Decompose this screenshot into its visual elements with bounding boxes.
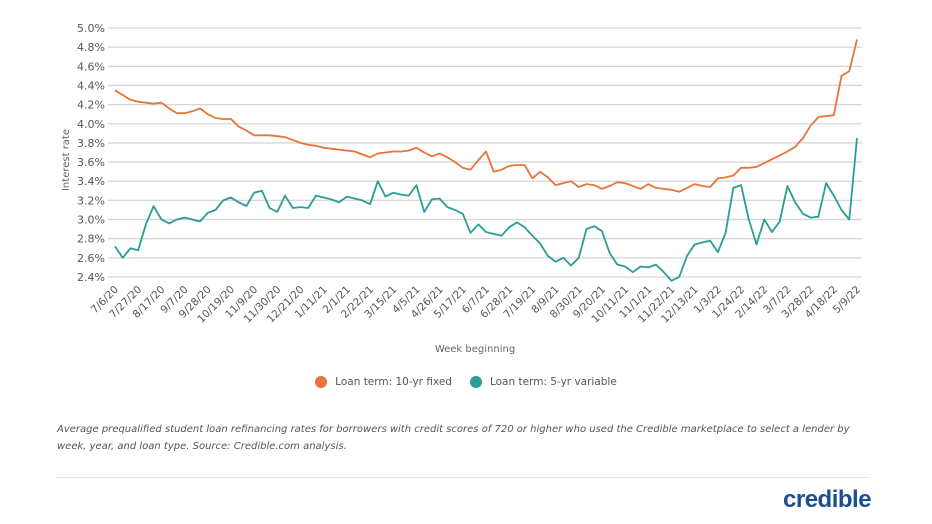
divider bbox=[55, 477, 870, 478]
credible-logo: credible bbox=[783, 486, 872, 513]
y-axis-label: Interest rate bbox=[61, 129, 72, 191]
y-tick-label: 3.0% bbox=[77, 214, 105, 227]
series-points bbox=[114, 39, 858, 192]
legend-dot-orange-icon bbox=[315, 376, 328, 388]
series-lines bbox=[114, 39, 858, 282]
line-chart: 2.4% 2.6% 2.8% 3.0% 3.2% 3.4% 3.6% 3.8% 4.0% 4.2%… bbox=[61, 22, 863, 355]
legend-item-5yr-variable[interactable]: Loan term: 5-yr variable bbox=[469, 376, 617, 388]
series-points bbox=[114, 138, 858, 281]
y-tick-label: 3.8% bbox=[77, 137, 105, 150]
gridlines bbox=[108, 27, 862, 278]
y-tick-label: 2.6% bbox=[77, 252, 105, 265]
y-tick-label: 4.6% bbox=[77, 60, 105, 73]
y-tick-label: 3.6% bbox=[77, 156, 105, 169]
series-line-10yr-fixed bbox=[114, 39, 858, 193]
legend-dot-teal-icon bbox=[469, 376, 482, 388]
y-tick-label: 4.4% bbox=[77, 79, 105, 92]
chart-caption: Average prequalified student loan refina… bbox=[57, 424, 850, 452]
legend-label: Loan term: 10-yr fixed bbox=[335, 376, 452, 388]
y-tick-label: 3.2% bbox=[77, 194, 105, 207]
series-line-5yr-variable bbox=[114, 138, 858, 282]
legend-item-10yr-fixed[interactable]: Loan term: 10-yr fixed bbox=[315, 376, 452, 388]
y-tick-label: 2.8% bbox=[77, 233, 105, 246]
y-tick-label: 4.2% bbox=[77, 99, 105, 112]
y-tick-label: 2.4% bbox=[77, 271, 105, 284]
legend-label: Loan term: 5-yr variable bbox=[489, 376, 617, 388]
legend: Loan term: 10-yr fixed Loan term: 5-yr v… bbox=[0, 376, 932, 388]
x-axis-ticks: 7/6/207/27/208/17/209/7/209/28/2010/19/2… bbox=[89, 284, 863, 326]
y-tick-label: 3.4% bbox=[77, 175, 105, 188]
x-axis-label: Week beginning bbox=[435, 344, 515, 355]
y-tick-label: 5.0% bbox=[77, 22, 105, 35]
y-axis-ticks: 2.4% 2.6% 2.8% 3.0% 3.2% 3.4% 3.6% 3.8% 4.0% 4.2%… bbox=[77, 22, 105, 284]
y-tick-label: 4.8% bbox=[77, 41, 105, 54]
y-tick-label: 4.0% bbox=[77, 118, 105, 131]
